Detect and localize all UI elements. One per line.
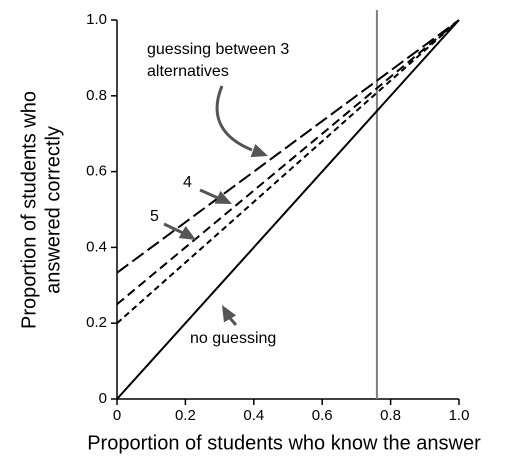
y-tick-label: 1.0 [86, 11, 107, 28]
x-tick-label: 1.0 [449, 407, 470, 424]
x-tick-label: 0.2 [175, 407, 196, 424]
x-tick-label: 0.8 [380, 407, 401, 424]
annotation: 5 [150, 208, 159, 225]
arrow [215, 85, 253, 152]
arrow-head [178, 225, 196, 240]
y-axis-label: answered correctly [42, 126, 64, 294]
y-axis-label: Proportion of students who [18, 91, 40, 329]
y-tick-label: 0.8 [86, 87, 107, 104]
annotation: 4 [183, 174, 192, 191]
series-line [116, 19, 460, 306]
y-tick-label: 0 [99, 390, 107, 407]
series-line [116, 19, 460, 274]
annotation: guessing between 3 [147, 41, 289, 58]
arrow-head [214, 190, 232, 204]
arrow-head [222, 305, 237, 323]
arrow [199, 188, 219, 200]
y-tick-label: 0.4 [86, 238, 107, 255]
x-axis-label: Proportion of students who know the answ… [87, 432, 481, 454]
annotation: no guessing [190, 330, 276, 347]
x-tick-label: 0 [113, 407, 121, 424]
y-tick-label: 0.2 [86, 314, 107, 331]
y-tick-label: 0.6 [86, 163, 107, 180]
annotation: alternatives [147, 63, 229, 80]
x-tick-label: 0.6 [312, 407, 333, 424]
x-tick-label: 0.4 [243, 407, 264, 424]
series-line [116, 19, 460, 400]
series-line [116, 19, 460, 324]
arrow [163, 222, 184, 235]
arrow-head [250, 143, 268, 158]
